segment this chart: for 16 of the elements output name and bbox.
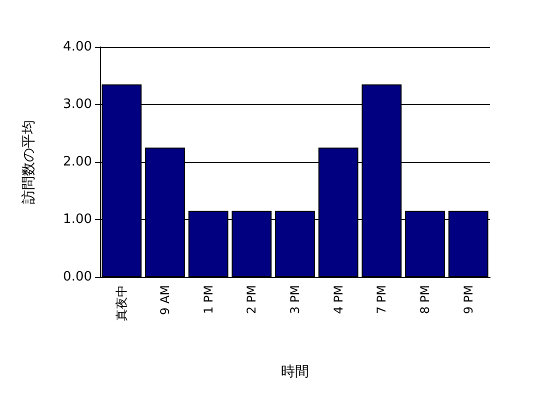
x-tick-label: 真夜中 [114, 285, 129, 321]
y-tick-label: 0.00 [63, 270, 92, 284]
x-tick-label: 9 AM [158, 285, 172, 316]
x-axis-title: 時間 [281, 364, 309, 380]
x-tick-label: 2 PM [244, 285, 259, 314]
y-tick-label: 2.00 [63, 154, 92, 170]
y-tick-label: 1.00 [63, 212, 92, 227]
y-axis-title: 訪問数の平均 [21, 120, 37, 204]
y-tick-label: 3.00 [63, 97, 92, 112]
x-tick-label: 1 PM [201, 285, 216, 314]
x-tick-label: 7 PM [374, 285, 389, 314]
x-tick-label: 3 PM [288, 285, 302, 314]
x-tick-label: 8 PM [418, 285, 432, 314]
x-tick-label: 9 PM [461, 285, 476, 314]
y-tick-label: 4.00 [63, 40, 92, 54]
x-tick-label: 4 PM [331, 285, 346, 314]
